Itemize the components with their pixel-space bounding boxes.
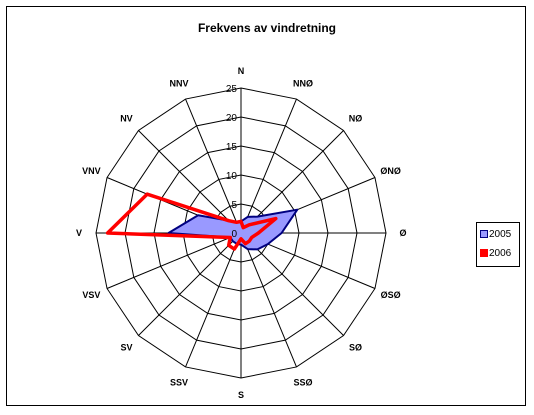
direction-label: SV [120, 343, 132, 353]
grid-spoke [106, 232, 242, 289]
grid-spoke [185, 232, 242, 368]
grid-spoke [138, 232, 242, 336]
radar-chart: 0 5 10 15 20 25N NNØ NØ ØNØ Ø ØSØ SØ SSØ S SSV SV VSV V VN… [76, 66, 407, 400]
direction-label: NØ [349, 113, 363, 123]
direction-label: S [238, 390, 244, 400]
legend-swatch-2006 [480, 249, 488, 258]
legend-label-2006: 2006 [489, 248, 512, 259]
tick-label: 20 [226, 113, 238, 124]
grid-spoke [240, 232, 297, 368]
direction-label: N [238, 66, 245, 76]
legend: 2005 2006 [476, 222, 520, 267]
legend-swatch-2005 [480, 230, 488, 239]
direction-label: SSØ [293, 378, 312, 388]
grid-spoke [138, 130, 242, 234]
tick-label: 15 [226, 142, 238, 153]
chart-frame: Frekvens av vindretning 0 5 10 15 20 25 N NNØ NØ… [6, 6, 526, 406]
legend-label-2005: 2005 [489, 229, 512, 240]
tick-label: 0 [231, 229, 237, 240]
direction-label: V [76, 228, 82, 238]
direction-label: ØSØ [381, 290, 401, 300]
direction-label: VSV [82, 290, 100, 300]
direction-label: SSV [170, 378, 188, 388]
tick-label: 10 [226, 171, 238, 182]
direction-label: NNØ [293, 78, 313, 88]
tick-label: 5 [231, 200, 237, 211]
grid-spoke [240, 98, 297, 234]
series-2006 [105, 192, 278, 251]
direction-label: Ø [399, 228, 406, 238]
legend-item-2006: 2006 [480, 248, 511, 260]
direction-label: VNV [82, 166, 101, 176]
direction-label: SØ [349, 343, 362, 353]
direction-label: ØNØ [380, 166, 401, 176]
tick-label: 25 [226, 84, 238, 95]
direction-label: NNV [169, 78, 188, 88]
direction-label: NV [120, 113, 133, 123]
grid-spoke [185, 98, 242, 234]
legend-item-2005: 2005 [480, 229, 511, 241]
chart-title: Frekvens av vindretning [197, 21, 337, 35]
